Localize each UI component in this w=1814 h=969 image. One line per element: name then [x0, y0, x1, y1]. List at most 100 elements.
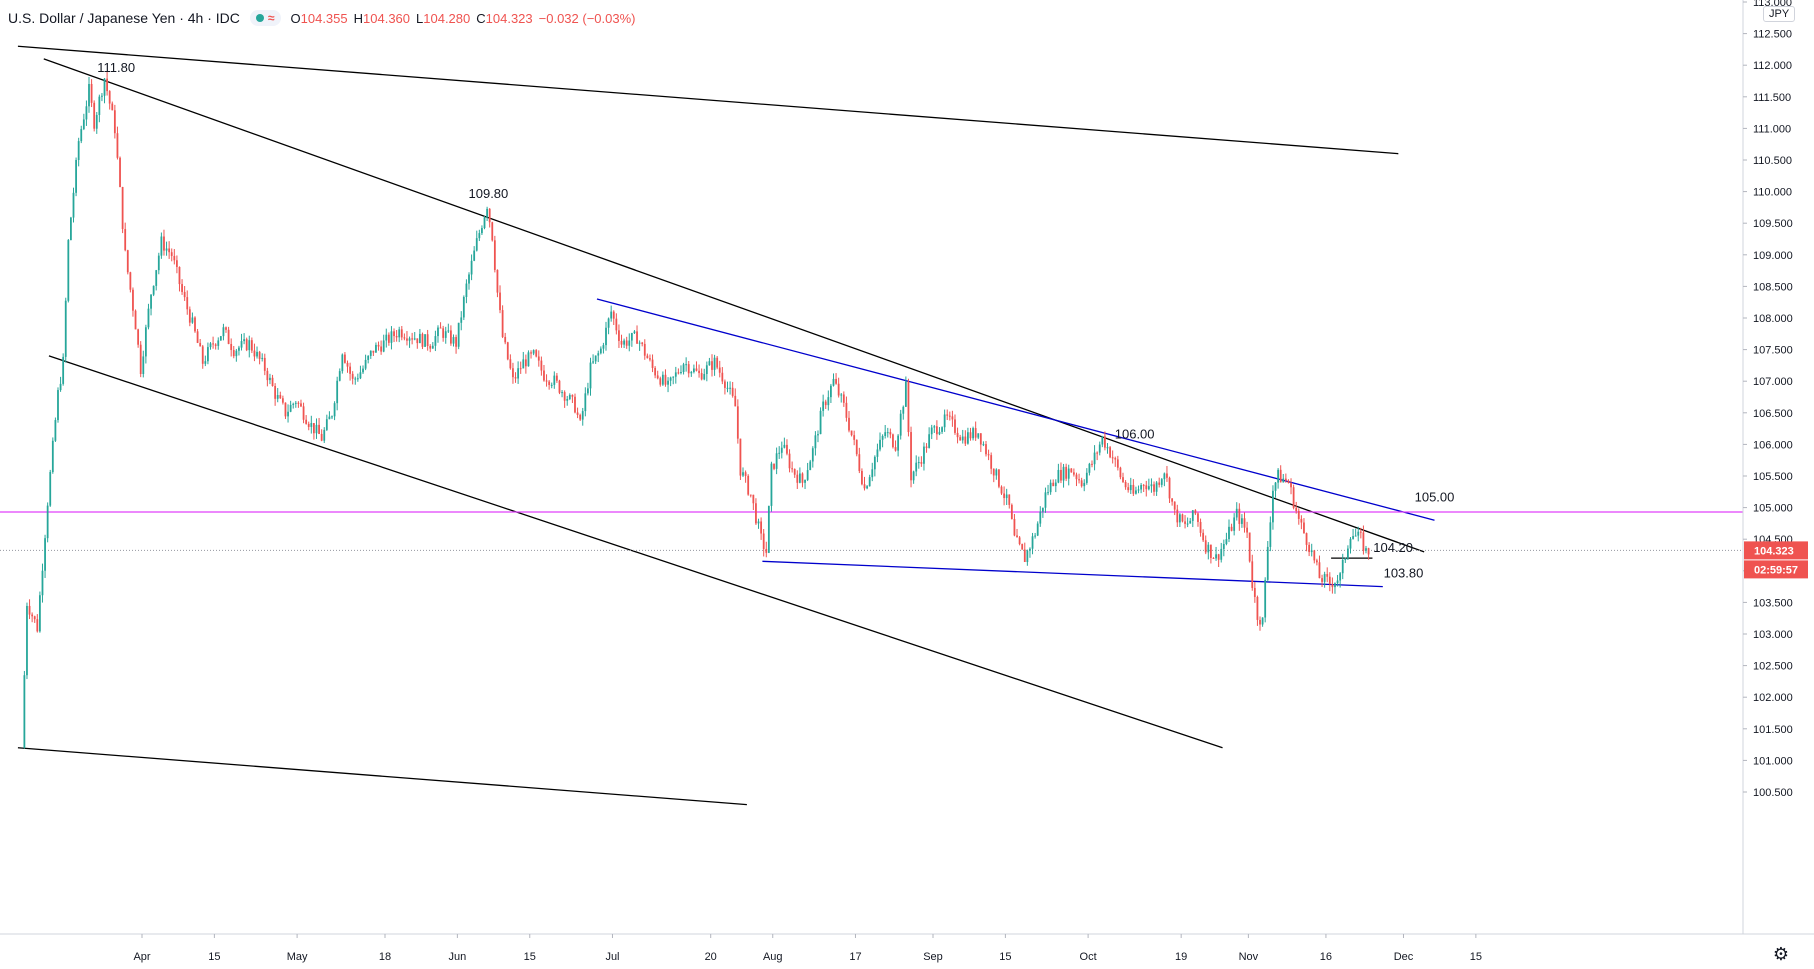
- candle: [1220, 542, 1223, 563]
- candle: [75, 157, 77, 197]
- candle: [447, 323, 450, 333]
- candle-body: [630, 333, 633, 341]
- candle: [1352, 528, 1354, 540]
- candle-body: [1233, 517, 1236, 531]
- candle: [848, 411, 850, 433]
- candle-body: [302, 406, 305, 420]
- candle: [943, 409, 946, 432]
- candle: [70, 216, 72, 241]
- candle-body: [964, 436, 967, 444]
- candle: [473, 246, 476, 262]
- candle-body: [183, 291, 186, 298]
- candle-body: [281, 398, 284, 403]
- candle: [664, 369, 667, 387]
- candle: [212, 336, 214, 349]
- candle-body: [488, 208, 491, 223]
- candle: [998, 469, 1000, 489]
- candle-body: [561, 392, 563, 394]
- time-axis[interactable]: Apr 15 May 18 Jun 15 Jul 20 Aug 17 Sep 15 Oct 19 Nov 16…: [0, 933, 1814, 969]
- candle-body: [310, 423, 313, 427]
- candle-body: [1253, 587, 1256, 597]
- candle-body: [974, 428, 977, 438]
- candle-body: [426, 334, 429, 347]
- candle-body: [72, 192, 75, 218]
- gear-icon[interactable]: ⚙: [1772, 944, 1790, 964]
- candle: [713, 354, 716, 376]
- candle: [103, 77, 106, 104]
- candle: [460, 311, 463, 331]
- candle-body: [1251, 561, 1254, 588]
- candle: [214, 343, 217, 350]
- candle-body: [362, 368, 364, 373]
- candle-body: [1155, 482, 1158, 492]
- candle: [788, 449, 791, 473]
- candle-body: [155, 270, 158, 286]
- symbol-title[interactable]: U.S. Dollar / Japanese Yen · 4h · IDC: [8, 10, 240, 26]
- trendline-4[interactable]: [596, 298, 1435, 521]
- candle-body: [328, 416, 331, 420]
- candle-body: [41, 570, 44, 596]
- candle: [811, 446, 814, 468]
- candle: [910, 426, 912, 488]
- candle: [375, 342, 377, 353]
- candle: [1093, 445, 1096, 471]
- trendline-0[interactable]: [17, 45, 1399, 155]
- candle-body: [139, 344, 142, 374]
- candle: [1034, 532, 1037, 539]
- trendline-1[interactable]: [43, 58, 1425, 553]
- candle: [302, 402, 305, 424]
- market-status-pill[interactable]: ≈: [249, 10, 281, 26]
- candle: [786, 439, 788, 456]
- candle: [933, 424, 936, 433]
- candle-body: [558, 380, 561, 393]
- candle-body: [1016, 535, 1018, 538]
- time-label: 15: [1470, 951, 1482, 963]
- candle-body: [1150, 484, 1153, 487]
- candle-body: [36, 619, 39, 632]
- candle-body: [1070, 468, 1073, 473]
- candle: [230, 338, 233, 357]
- candle: [1189, 517, 1192, 524]
- candle-body: [1109, 447, 1111, 458]
- candle: [62, 353, 65, 386]
- candle-body: [59, 383, 62, 391]
- candle: [284, 402, 287, 420]
- candle-body: [793, 469, 796, 475]
- candle-body: [667, 380, 669, 385]
- candle-body: [235, 350, 238, 357]
- candle-body: [1243, 518, 1246, 528]
- candle: [1272, 485, 1274, 530]
- candle-body: [1191, 510, 1194, 521]
- candle-body: [581, 411, 584, 420]
- candle: [817, 430, 819, 443]
- candle-body: [271, 377, 274, 386]
- candle: [338, 368, 341, 382]
- candle-body: [979, 433, 982, 445]
- price-axis[interactable]: 113.000 112.500 112.000 111.500 111.000 110.5…: [1742, 0, 1814, 969]
- candle: [1233, 513, 1236, 536]
- trendline-3[interactable]: [17, 747, 747, 806]
- currency-badge[interactable]: JPY: [1763, 6, 1796, 22]
- candle-body: [1176, 509, 1179, 523]
- candle: [28, 599, 31, 620]
- candle: [235, 348, 238, 362]
- candle-body: [1235, 508, 1238, 518]
- candle: [568, 393, 571, 401]
- candle-body: [26, 605, 28, 676]
- price-label: 107.000: [1753, 376, 1793, 388]
- trendline-2[interactable]: [48, 355, 1223, 749]
- candle-body: [1261, 617, 1264, 625]
- candle-body: [261, 357, 264, 359]
- candle-body: [809, 461, 812, 471]
- candle-body: [1067, 468, 1070, 479]
- candle: [703, 368, 706, 381]
- candle-body: [1034, 535, 1037, 537]
- candle: [72, 187, 75, 223]
- candle: [23, 670, 26, 749]
- trendline-5[interactable]: [762, 560, 1383, 588]
- time-label: Dec: [1394, 951, 1414, 963]
- candle: [625, 336, 628, 349]
- candle-body: [377, 344, 380, 347]
- candle-body: [1347, 548, 1349, 559]
